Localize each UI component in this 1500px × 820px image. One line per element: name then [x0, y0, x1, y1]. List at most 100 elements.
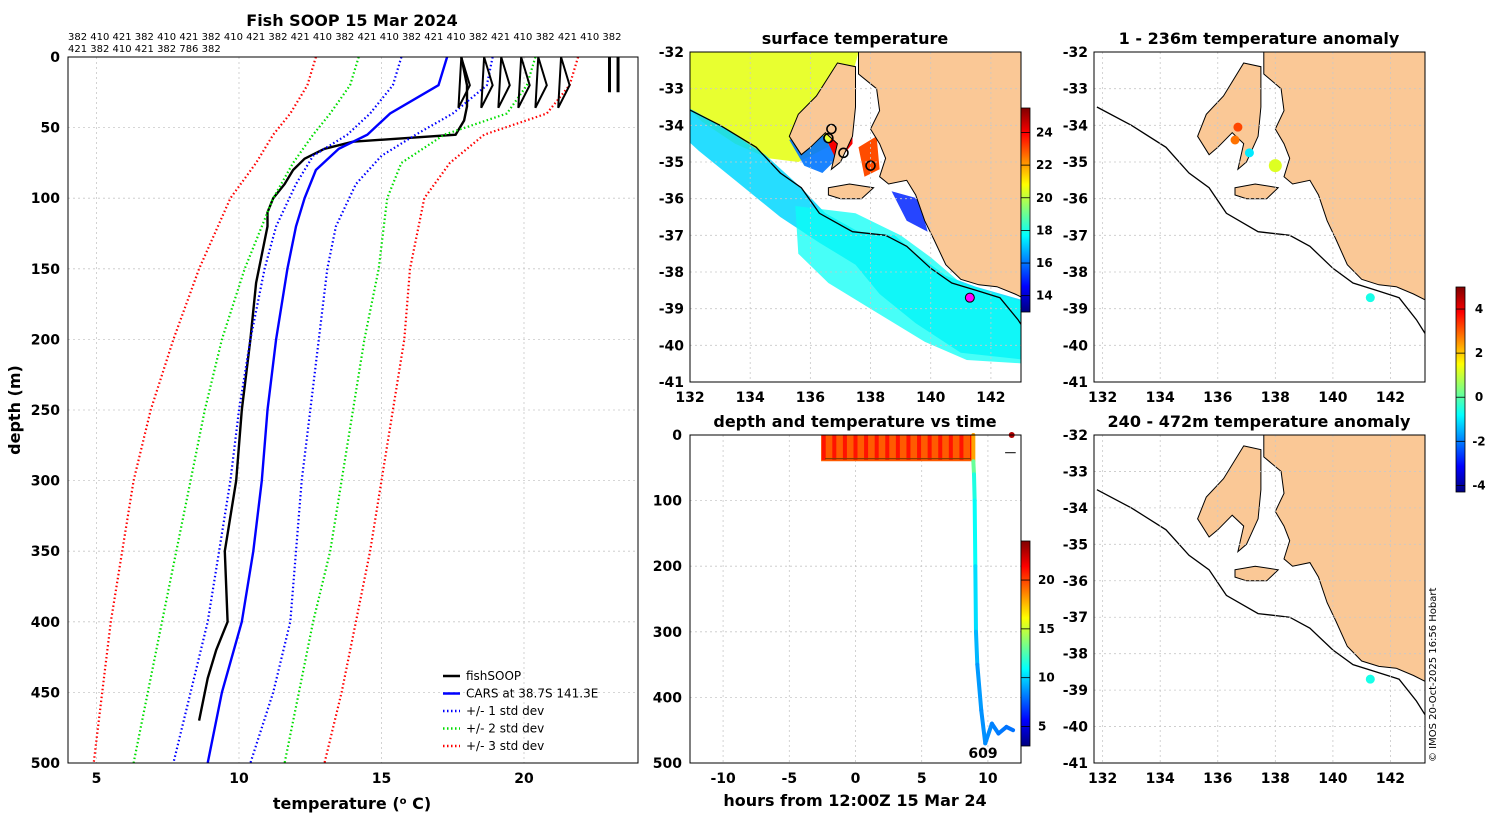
y-tick-label: -32 [1063, 428, 1088, 444]
y-tick-label: -37 [1063, 610, 1088, 626]
y-tick-label: 400 [31, 615, 60, 631]
y-tick-label: 200 [31, 332, 60, 348]
land-island [1234, 565, 1280, 582]
y-tick-label: -36 [1063, 574, 1088, 590]
y-tick-label: -41 [659, 375, 684, 391]
y-tick-label: 400 [653, 690, 682, 706]
x-tick-label: 136 [1203, 390, 1232, 406]
y-tick-label: -41 [1063, 375, 1088, 391]
sst-colorbar-bar [1020, 107, 1031, 313]
x-tick-label: 10 [978, 771, 998, 787]
x-tick-label: 140 [916, 390, 945, 406]
anomaly-shallow-map [1096, 52, 1425, 335]
time-colorbar: 5 10 15 20 [1020, 540, 1055, 747]
anomaly-point-4 [1365, 293, 1375, 303]
x-tick-label: 136 [796, 390, 825, 406]
series-line-1 [206, 56, 449, 764]
y-tick-label: 0 [50, 50, 60, 66]
fishsoop-yoyo-1 [480, 56, 494, 109]
y-tick-label: 450 [31, 685, 60, 701]
y-tick-label: -33 [1063, 464, 1088, 480]
y-tick-label: 100 [653, 494, 682, 510]
x-tick-label: 138 [1261, 390, 1290, 406]
time-annotation: 609 [968, 746, 997, 762]
legend-label-2: +/- 1 std dev [466, 704, 544, 718]
time-axes-box [689, 434, 1022, 764]
y-tick-label: -41 [1063, 756, 1088, 772]
site-marker-0 [826, 123, 837, 135]
series-line-3 [132, 56, 360, 764]
land-peninsula [788, 62, 856, 171]
y-tick-label: -33 [659, 82, 684, 98]
y-tick-label: -40 [1063, 338, 1089, 354]
time-title: depth and temperature vs time [713, 412, 996, 431]
x-tick-label: -10 [710, 771, 736, 787]
land-peninsula [1197, 445, 1262, 553]
y-tick-label: -32 [659, 45, 684, 61]
anomaly-point-0 [1365, 674, 1375, 684]
fishsoop-yoyo-5 [557, 56, 571, 109]
series-line-4-upper [323, 56, 580, 764]
sst-ticks: 132 134 136 138 140 142 -32 -33 -34 -35 -36 -37 -38 -… [659, 45, 1006, 406]
y-tick-label: -34 [1063, 501, 1089, 517]
fishsoop-yoyo-4 [534, 56, 548, 109]
x-tick-label: 142 [1376, 771, 1405, 787]
time-colorbar-label: 5 [1038, 719, 1046, 733]
land-island [827, 183, 875, 200]
y-tick-label: 250 [31, 403, 60, 419]
anomaly-deep-map [1096, 435, 1425, 716]
deep-cast-segment [973, 564, 978, 634]
deep-cast-segment [975, 662, 984, 713]
sst-panel: surface temperature 132 134 136 138 140 142 -3… [659, 29, 1053, 406]
legend-label-4: +/- 3 std dev [466, 739, 544, 753]
y-tick-label: 200 [653, 559, 682, 575]
fishsoop-yoyo-0 [457, 56, 471, 109]
y-tick-label: -32 [1063, 45, 1088, 61]
deep-cast-segment [979, 708, 988, 746]
time-grid [690, 434, 1021, 764]
anomaly-deep-ticks: 132 134 136 138 140 142 -32 -33 -34 -35 -36 -37 -38 -… [1063, 428, 1405, 787]
series-line-2-upper [249, 56, 494, 764]
sst-swath-offshore [795, 206, 1021, 364]
time-panel: depth and temperature vs time -10 -5 0 5 100… [653, 412, 1055, 810]
anomaly-colorbar-label: 2 [1475, 346, 1483, 360]
y-tick-label: 300 [653, 625, 682, 641]
x-tick-label: 138 [1261, 771, 1290, 787]
y-tick-label: -39 [1063, 683, 1088, 699]
time-colorbar-label: 10 [1038, 671, 1055, 685]
x-tick-label: 0 [851, 771, 861, 787]
x-tick-label: 132 [1088, 390, 1117, 406]
series-line-0 [197, 56, 469, 721]
y-tick-label: -37 [1063, 228, 1088, 244]
y-tick-label: 500 [653, 756, 682, 772]
x-tick-label: 134 [736, 390, 765, 406]
time-colorbar-bar [1020, 540, 1031, 747]
anomaly-colorbar-label: -4 [1472, 478, 1485, 492]
y-tick-label: 500 [31, 756, 60, 772]
series-line-2 [172, 56, 403, 764]
deep-cast-segment [971, 472, 977, 503]
anomaly-colorbar-bar [1455, 286, 1466, 493]
time-colorbar-label: 20 [1038, 573, 1055, 587]
anomaly-deep-axes-box [1093, 434, 1426, 764]
x-tick-label: 142 [1376, 390, 1405, 406]
legend-label-1: CARS at 38.7S 141.3E [466, 687, 598, 701]
deep-cast-segment [971, 459, 976, 477]
x-tick-label: -5 [782, 771, 798, 787]
site-marker-1 [823, 132, 834, 144]
fishsoop-yoyo-3 [517, 56, 531, 109]
anomaly-colorbar-label: 4 [1475, 302, 1483, 316]
anomaly-deep-points [1365, 674, 1375, 684]
profile-legend: fishSOOP CARS at 38.7S 141.3E +/- 1 std de… [443, 669, 598, 753]
anomaly-deep-panel: 240 - 472m temperature anomaly 132 134 136… [1063, 412, 1426, 787]
anomaly-colorbar-label: 0 [1475, 390, 1483, 404]
profile-ylabel: depth (m) [5, 365, 24, 455]
time-xlabel: hours from 12:00Z 15 Mar 24 [723, 791, 986, 810]
y-tick-label: -39 [659, 302, 684, 318]
y-tick-label: -36 [1063, 192, 1088, 208]
anomaly-colorbar: 4 2 0 -2 -4 [1455, 286, 1486, 493]
profile-grid [68, 56, 638, 764]
